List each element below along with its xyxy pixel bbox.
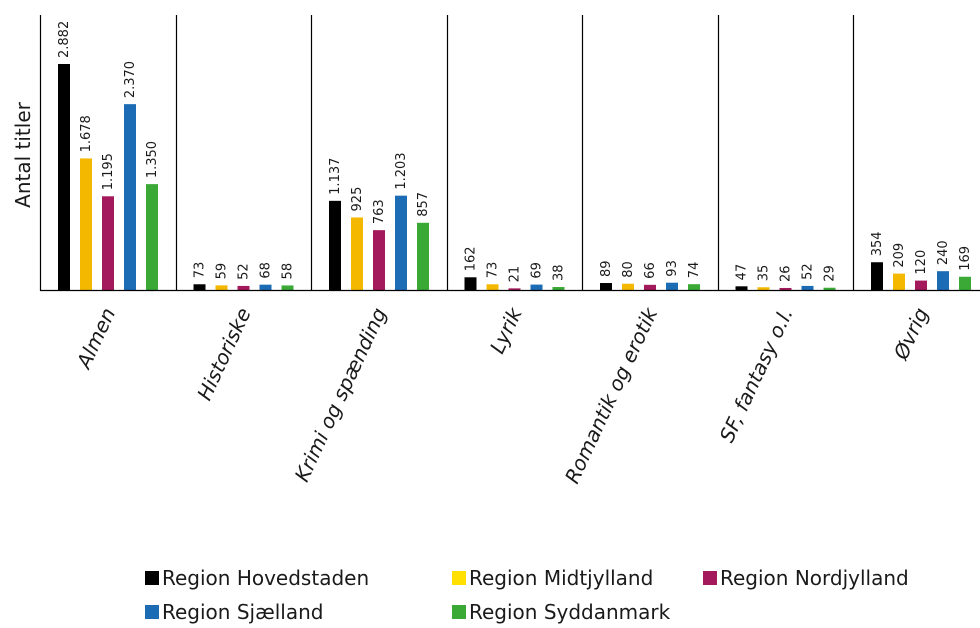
legend-item: Region Syddanmark [452, 600, 670, 624]
data-label: 857 [416, 192, 431, 217]
category-label: Lyrik [485, 303, 527, 358]
data-label: 925 [350, 187, 365, 212]
data-label: 169 [958, 246, 973, 271]
legend-label: Region Nordjylland [720, 566, 909, 590]
bar [373, 230, 385, 290]
bar [622, 283, 634, 290]
bar [893, 273, 905, 290]
bar [237, 285, 250, 290]
data-label: 66 [643, 262, 658, 279]
data-label: 1.678 [79, 115, 94, 152]
data-label: 38 [552, 264, 567, 281]
data-label: 1.203 [394, 152, 409, 189]
data-label: 2.882 [57, 21, 72, 58]
bar [329, 200, 341, 290]
data-label: 162 [464, 246, 479, 271]
data-label: 26 [779, 265, 794, 282]
bar [281, 285, 294, 290]
data-label: 93 [665, 260, 680, 277]
bar [688, 284, 700, 290]
bar [102, 196, 114, 290]
data-label: 73 [486, 262, 501, 279]
bar [937, 271, 949, 290]
legend-item: Region Sjælland [145, 600, 323, 624]
data-label: 52 [237, 263, 252, 280]
bar [80, 158, 92, 290]
bar [486, 284, 499, 290]
legend-label: Region Midtjylland [469, 566, 654, 590]
data-label: 120 [914, 250, 929, 275]
data-label: 52 [801, 263, 816, 280]
legend-swatch [703, 571, 717, 585]
bar [823, 287, 836, 290]
bar [871, 262, 883, 290]
data-label: 1.195 [101, 153, 116, 190]
bar [146, 184, 158, 290]
data-label: 80 [621, 261, 636, 278]
data-label: 1.137 [328, 158, 343, 195]
bar [666, 282, 678, 290]
bar [801, 285, 814, 290]
y-axis-label: Antal titler [11, 101, 35, 207]
category-label: Romantik og erotik [560, 303, 663, 487]
bar [915, 280, 927, 290]
bar [124, 104, 136, 290]
legend-label: Region Syddanmark [469, 600, 671, 624]
bar [417, 222, 429, 290]
legend-swatch [145, 605, 159, 619]
bar [600, 283, 612, 290]
data-label: 763 [372, 199, 387, 224]
data-label: 35 [757, 265, 772, 282]
data-label: 69 [530, 262, 545, 279]
bar [395, 195, 407, 290]
bar [259, 284, 272, 290]
data-label: 209 [892, 243, 907, 268]
data-label: 68 [259, 262, 274, 279]
data-label: 89 [599, 260, 614, 277]
bar [779, 287, 792, 290]
data-label: 29 [823, 265, 838, 282]
category-label: Krimi og spænding [290, 304, 392, 485]
bar [193, 284, 206, 290]
bar [530, 284, 543, 290]
category-label: Øvrig [888, 304, 933, 364]
legend-item: Region Hovedstaden [145, 566, 369, 590]
legend-item: Region Midtjylland [452, 566, 653, 590]
category-label: Almen [71, 304, 121, 374]
data-label: 240 [936, 240, 951, 265]
legend-label: Region Sjælland [162, 600, 324, 624]
data-label: 47 [735, 264, 750, 281]
data-label: 73 [193, 262, 208, 279]
data-label: 1.350 [145, 141, 160, 178]
bar [351, 217, 363, 290]
data-label: 59 [215, 263, 230, 280]
category-label: SF, fantasy o.l. [715, 304, 798, 446]
legend-item: Region Nordjylland [703, 566, 909, 590]
bar [215, 285, 228, 290]
bar [959, 276, 971, 290]
legend-swatch [452, 605, 466, 619]
legend-label: Region Hovedstaden [162, 566, 370, 590]
bar [644, 284, 656, 290]
bar [735, 286, 748, 290]
data-label: 21 [508, 266, 523, 283]
bar [508, 288, 521, 290]
legend-swatch [145, 571, 159, 585]
data-label: 74 [687, 262, 702, 279]
data-label: 354 [870, 231, 885, 256]
legend-swatch [452, 571, 466, 585]
bar [464, 277, 477, 290]
bar [757, 287, 770, 290]
data-label: 58 [281, 263, 296, 280]
bar [552, 287, 565, 290]
data-label: 2.370 [123, 61, 138, 98]
bar [58, 64, 70, 290]
category-label: Historiske [192, 304, 256, 404]
